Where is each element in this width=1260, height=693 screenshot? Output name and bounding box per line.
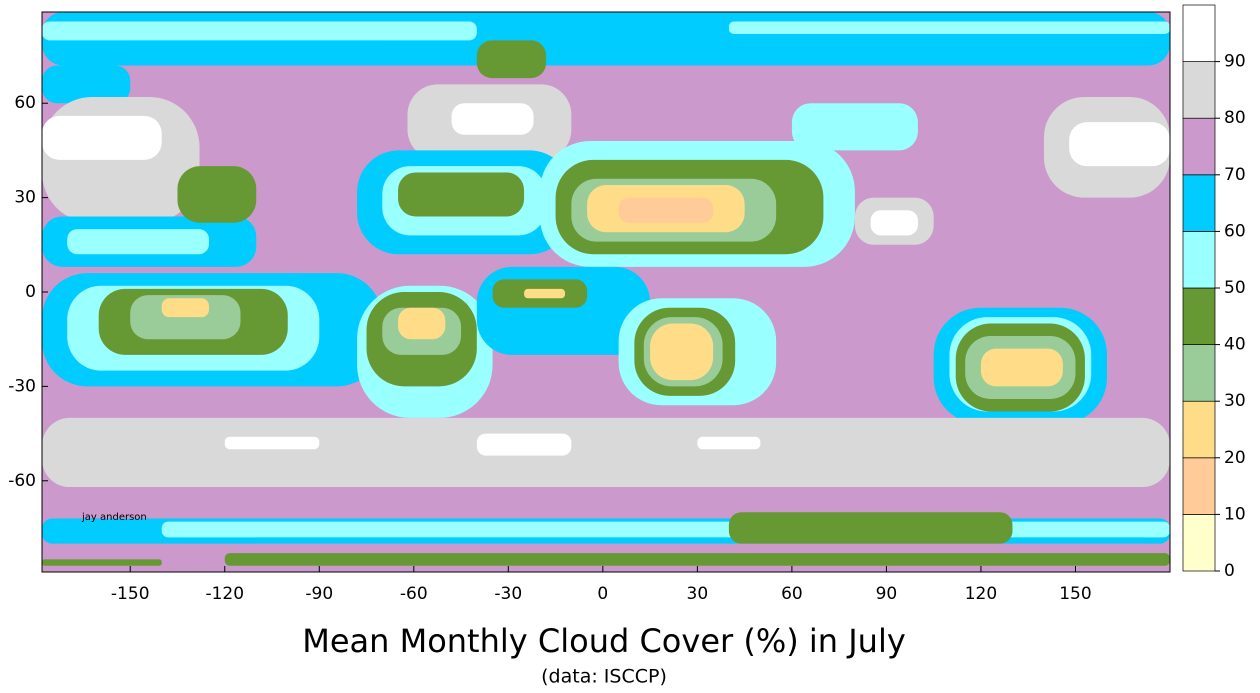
colorbar-tick-label: 40 (1224, 335, 1246, 355)
cover-region (398, 307, 446, 340)
colorbar-band (1182, 400, 1216, 459)
colorbar-band (1182, 61, 1216, 119)
cover-region (42, 21, 477, 41)
cover-region (650, 323, 714, 381)
cover-region (728, 21, 1170, 35)
colorbar-tick-label: 20 (1224, 448, 1246, 468)
cover-region (870, 210, 918, 236)
cover-region (42, 559, 162, 566)
y-tick-label: 60 (14, 93, 36, 113)
cover-region (476, 433, 572, 456)
cover-region (476, 40, 547, 79)
x-tick-label: -90 (305, 584, 333, 604)
cover-region (67, 229, 209, 255)
cover-region (728, 512, 1013, 544)
colorbar-band (1182, 287, 1216, 345)
chart-subtitle: (data: ISCCP) (541, 666, 667, 688)
cover-region (42, 65, 131, 104)
colorbar-tick-label: 50 (1224, 278, 1246, 298)
cover-region (980, 348, 1063, 387)
colorbar-band (1182, 117, 1216, 176)
y-tick-label: -60 (8, 471, 36, 491)
colorbar-band (1182, 231, 1216, 289)
colorbar-band (1182, 514, 1216, 572)
credit: jay anderson (81, 512, 147, 523)
cover-region (1069, 122, 1170, 167)
cover-region (451, 103, 534, 135)
cover-region (161, 298, 209, 318)
colorbar-tick-label: 90 (1224, 52, 1246, 72)
x-tick-label: 60 (781, 584, 803, 604)
cover-region (161, 521, 1170, 538)
colorbar-band (1182, 344, 1216, 402)
x-tick-label: 30 (687, 584, 709, 604)
map-area (42, 12, 1170, 572)
y-tick-label: -30 (8, 376, 36, 396)
cover-region (42, 417, 1170, 488)
colorbar-band (1182, 4, 1216, 62)
x-tick-label: -120 (205, 584, 244, 604)
x-tick-label: -60 (400, 584, 428, 604)
x-tick-label: 90 (876, 584, 898, 604)
x-tick-label: -150 (111, 584, 150, 604)
cover-region (618, 197, 714, 223)
cover-region (224, 553, 1170, 566)
colorbar-tick-label: 0 (1224, 561, 1235, 581)
colorbar-tick-label: 70 (1224, 165, 1246, 185)
cover-region (524, 288, 566, 299)
colorbar-tick-label: 60 (1224, 221, 1246, 241)
cover-region (398, 172, 525, 217)
colorbar-band (1182, 174, 1216, 232)
chart-title: Mean Monthly Cloud Cover (%) in July (302, 622, 906, 660)
cover-region (791, 103, 918, 151)
colorbar-tick-label: 10 (1224, 504, 1246, 524)
x-tick-label: 150 (1059, 584, 1091, 604)
x-tick-label: -30 (494, 584, 522, 604)
colorbar-tick-label: 30 (1224, 391, 1246, 411)
cover-region (42, 115, 162, 160)
cover-region (224, 436, 320, 450)
x-tick-label: 0 (597, 584, 608, 604)
colorbar-band (1182, 457, 1216, 515)
colorbar-tick-label: 80 (1224, 108, 1246, 128)
y-tick-label: 0 (25, 282, 36, 302)
y-tick-label: 30 (14, 188, 36, 208)
x-tick-label: 120 (965, 584, 997, 604)
cover-region (697, 436, 761, 450)
cover-region (177, 166, 257, 223)
